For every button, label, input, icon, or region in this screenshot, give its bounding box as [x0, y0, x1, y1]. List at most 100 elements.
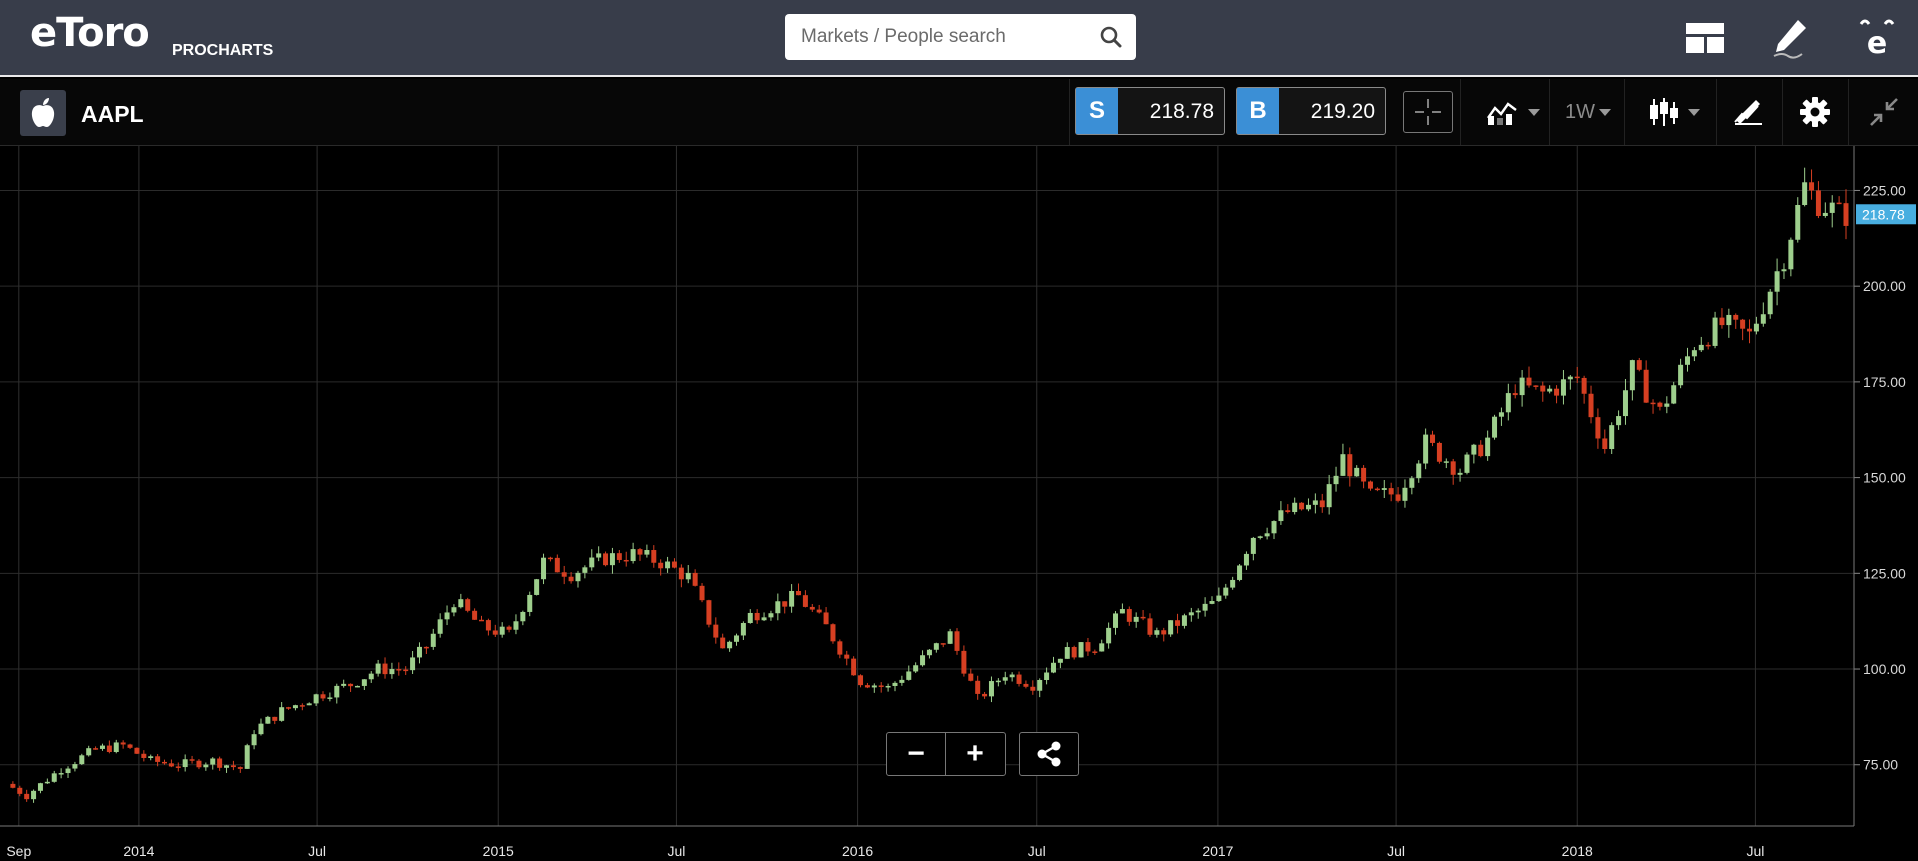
candle-body [1326, 484, 1332, 508]
candle-body [403, 669, 409, 672]
candle-body [1788, 239, 1794, 270]
candle-body [1340, 454, 1346, 476]
candle-body [1209, 601, 1215, 604]
candle-body [1629, 360, 1635, 391]
candle-body [141, 753, 147, 758]
candle-body [609, 553, 615, 566]
candle-body [871, 685, 877, 688]
y-tick-label: 125.00 [1863, 565, 1906, 581]
candle-body [603, 553, 609, 566]
candle-body [789, 590, 795, 607]
candle-body [899, 679, 905, 683]
x-tick-label: Jul [308, 843, 326, 859]
candle-body [547, 557, 553, 560]
candle-body [1519, 377, 1525, 396]
candle-body [113, 742, 119, 752]
etoro-logo[interactable]: eToro [30, 10, 150, 56]
x-tick-label: Jul [1028, 843, 1046, 859]
candle-body [1057, 658, 1063, 663]
candle-body [389, 669, 395, 675]
candle-body [1478, 444, 1484, 457]
candle-body [988, 681, 994, 697]
candle-body [258, 723, 264, 735]
candle-body [1257, 536, 1263, 538]
chart-type-button[interactable] [1640, 89, 1708, 135]
toolbar-divider [1460, 79, 1461, 145]
candle-body [1450, 461, 1456, 475]
y-tick-label: 100.00 [1863, 661, 1906, 677]
candle-body [1781, 269, 1787, 272]
crosshair-button[interactable] [1403, 91, 1453, 133]
interval-label: 1W [1565, 100, 1595, 123]
apple-icon [20, 90, 66, 136]
candle-body [1271, 521, 1277, 534]
y-tick-label: 200.00 [1863, 278, 1906, 294]
candle-body [1843, 203, 1849, 226]
candle-body [1099, 643, 1105, 652]
candle-body [1588, 393, 1594, 418]
x-tick-label: Jul [1387, 843, 1405, 859]
candle-body [1650, 402, 1656, 405]
search-icon[interactable] [1100, 26, 1122, 53]
candle-body [1367, 481, 1373, 489]
drawing-tools-icon [1734, 100, 1762, 125]
instrument-toolbar: AAPL S 218.78 B 219.20 1W [0, 79, 1918, 146]
price-chart[interactable]: 75.00 100.00 125.00 150.00 175.00 200.00 225.0… [0, 146, 1918, 861]
candle-body [644, 550, 650, 555]
candle-body [1354, 467, 1360, 477]
pencil-icon[interactable] [1768, 16, 1812, 60]
chevron-down-icon [1688, 108, 1700, 116]
buy-button[interactable]: B 219.20 [1236, 87, 1386, 135]
candle-body [37, 783, 43, 791]
candle-body [1188, 612, 1194, 616]
compare-button[interactable] [1478, 89, 1548, 135]
candle-body [892, 682, 898, 686]
candle-body [1030, 686, 1036, 691]
etoro-e-icon[interactable]: e [1855, 16, 1899, 60]
zoom-out-button[interactable]: − [907, 737, 925, 770]
candle-body [492, 630, 498, 635]
candle-body [375, 663, 381, 674]
drawing-tools-button[interactable] [1728, 89, 1768, 135]
search-box[interactable] [785, 14, 1136, 60]
candle-body [1567, 376, 1573, 380]
candle-body [568, 576, 574, 582]
search-input[interactable] [801, 14, 1091, 60]
candle-body [58, 773, 64, 775]
candle-body [665, 561, 671, 569]
candle-body [1388, 488, 1394, 495]
settings-button[interactable] [1795, 89, 1835, 135]
candle-body [1712, 317, 1718, 346]
candle-body [1126, 609, 1132, 622]
candle-body [554, 557, 560, 573]
candle-body [1230, 579, 1236, 588]
chevron-down-icon [1599, 108, 1611, 116]
candle-body [1733, 314, 1739, 320]
candle-body [933, 643, 939, 650]
candle-body [541, 557, 547, 580]
candle-body [31, 790, 37, 800]
candle-body [1195, 610, 1201, 613]
candle-body [51, 773, 57, 782]
candle-body [182, 759, 188, 768]
candle-body [210, 758, 216, 765]
share-button[interactable] [1019, 732, 1079, 776]
zoom-in-button[interactable]: + [966, 737, 984, 770]
candle-body [740, 623, 746, 636]
zoom-controls: − + [886, 732, 1006, 776]
interval-select[interactable]: 1W [1560, 89, 1616, 135]
candle-body [982, 693, 988, 697]
candle-body [437, 619, 443, 634]
x-tick-label: 2014 [123, 843, 154, 859]
candle-body [534, 579, 540, 595]
candle-body [1815, 190, 1821, 216]
sell-button[interactable]: S 218.78 [1075, 87, 1225, 135]
candle-body [196, 760, 202, 768]
share-icon [1037, 741, 1061, 767]
candle-body [1092, 651, 1098, 653]
collapse-button[interactable] [1864, 89, 1904, 135]
candle-body [1223, 587, 1229, 596]
layout-icon[interactable] [1683, 16, 1727, 60]
candle-body [975, 680, 981, 694]
candle-body [396, 669, 402, 671]
